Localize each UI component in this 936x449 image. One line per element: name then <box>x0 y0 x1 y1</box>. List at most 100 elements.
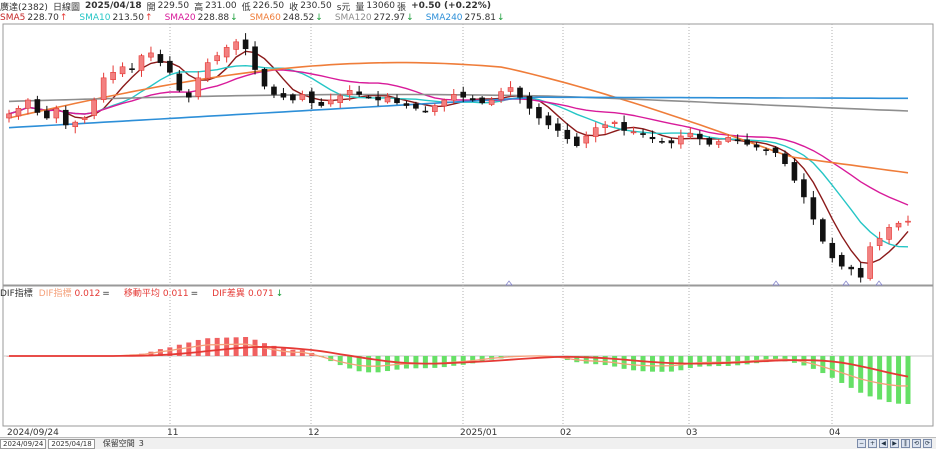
candle <box>25 98 31 115</box>
indicator-value: 0.071 <box>247 289 274 299</box>
indicator-label: DIF差異 <box>212 289 245 299</box>
candle <box>592 122 599 143</box>
chart-control-button[interactable]: ⟲ <box>912 439 921 448</box>
indicator-legend-item: DIF指標 0.012 = <box>39 289 116 299</box>
candle <box>829 237 836 263</box>
candle <box>394 94 400 105</box>
sma-legend-item: SMA20 228.88↓ <box>165 13 244 23</box>
candle <box>261 67 268 90</box>
histogram-bar <box>186 342 192 356</box>
candle <box>895 221 902 231</box>
candle <box>422 106 429 113</box>
candle <box>555 118 561 137</box>
histogram-bar <box>460 356 466 365</box>
candle <box>905 215 911 226</box>
candle <box>498 87 504 103</box>
histogram-bar <box>602 356 608 366</box>
signal-line <box>9 345 909 378</box>
chart-control-button[interactable]: + <box>868 439 877 448</box>
candle <box>867 242 873 281</box>
sma-label: SMA10 <box>79 13 111 23</box>
arrow-up-icon: ↑ <box>59 13 68 23</box>
histogram-bar <box>839 356 845 383</box>
candle <box>290 93 296 104</box>
sma240-line <box>8 96 908 129</box>
candle <box>271 84 277 99</box>
histogram-bar <box>451 356 457 366</box>
histogram-bar <box>905 356 911 404</box>
histogram-bar <box>754 356 760 364</box>
chart-control-button[interactable]: ◀ <box>879 439 888 448</box>
indicator-legend: DIF指標 DIF指標 0.012 = 移動平均 0.011 = DIF差異 0.071 ↓ <box>0 286 303 299</box>
candle <box>715 138 722 149</box>
candle <box>157 49 164 67</box>
open-value: 229.50 <box>157 1 190 11</box>
quote-header: 廣達(2382) 日線圖 2025/04/18 開 229.50 高 231.0… <box>0 0 936 13</box>
chart-control-button[interactable]: ‖ <box>901 439 910 448</box>
chart-control-button[interactable]: ▶ <box>890 439 899 448</box>
candle <box>791 158 798 183</box>
histogram-bar <box>422 356 428 369</box>
candle <box>469 95 476 102</box>
indicator-legend-items: DIF指標 0.012 = 移動平均 0.011 = DIF差異 0.071 ↓ <box>39 286 297 299</box>
histogram-bar <box>877 356 883 400</box>
axis-markers <box>505 280 883 286</box>
quote-date: 2025/04/18 <box>84 1 142 11</box>
candle <box>460 86 467 103</box>
chart-control-button[interactable]: − <box>857 439 866 448</box>
low-label: 低 <box>241 2 251 13</box>
histogram-bar <box>224 337 230 356</box>
histogram-bar <box>631 356 637 371</box>
candle <box>138 53 145 77</box>
equal-icon: = <box>102 289 110 299</box>
candle <box>195 71 202 100</box>
histogram-bar <box>441 356 447 368</box>
candle <box>375 91 381 107</box>
sma60-line <box>8 61 909 174</box>
candle <box>413 101 419 111</box>
x-tick-label: 2024/09/24 <box>7 428 59 437</box>
candle <box>744 133 750 147</box>
histogram-bar <box>773 356 779 362</box>
unit-label: s元 <box>336 2 351 13</box>
histogram-bar <box>290 349 296 356</box>
candle <box>621 115 627 136</box>
histogram-bar <box>896 356 902 404</box>
histogram-bar <box>612 356 618 367</box>
range-to-input[interactable]: 2025/04/18 <box>48 438 95 449</box>
indicator-label: 移動平均 <box>123 289 160 299</box>
candle <box>441 98 448 112</box>
sma-value: 228.88 <box>197 13 230 23</box>
candle <box>526 92 533 115</box>
histogram-bar <box>829 356 835 378</box>
arrow-down-icon: ↓ <box>315 13 323 23</box>
candle <box>252 41 258 75</box>
chart-control-button[interactable]: ⟳ <box>923 439 932 448</box>
arrow-up-icon: ↑ <box>145 13 153 23</box>
sma120-line <box>8 93 909 112</box>
histogram-bar <box>593 356 599 365</box>
candle <box>734 134 741 145</box>
indicator-histogram <box>6 337 911 404</box>
range-from-input[interactable]: 2024/09/24 <box>0 438 47 449</box>
histogram-bar <box>810 356 816 369</box>
event-marker-icon <box>505 280 513 286</box>
indicator-label: DIF指標 <box>38 289 72 299</box>
reserve-space-value[interactable]: 3 <box>138 439 144 448</box>
candle <box>337 93 344 108</box>
sma-value: 213.50 <box>112 13 145 23</box>
candle <box>214 51 220 65</box>
histogram-bar <box>413 356 419 369</box>
candlesticks <box>6 33 911 283</box>
arrow-down-icon: ↓ <box>275 289 284 299</box>
candle <box>848 264 855 276</box>
sma-label: SMA60 <box>249 13 281 23</box>
candle <box>44 105 50 120</box>
histogram-bar <box>697 356 703 367</box>
candle <box>753 142 760 151</box>
candle <box>649 130 656 144</box>
histogram-bar <box>167 347 173 356</box>
candle <box>678 129 684 149</box>
histogram-bar <box>858 356 864 393</box>
histogram-bar <box>214 337 220 356</box>
